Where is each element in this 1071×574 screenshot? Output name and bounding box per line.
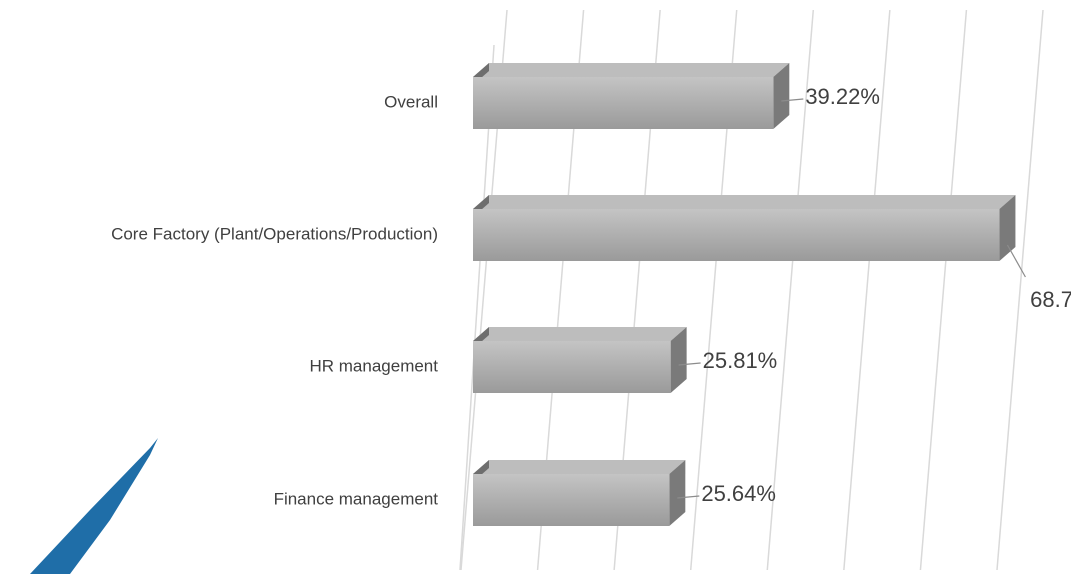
bar-top — [473, 460, 686, 474]
leader-line — [781, 98, 804, 102]
leader-line — [1006, 244, 1026, 278]
y-tick-label: HR management — [309, 356, 438, 375]
bar-top — [473, 195, 1016, 209]
grid-line — [766, 9, 815, 571]
bar — [473, 77, 774, 129]
axis-line — [459, 44, 495, 571]
bar-side — [999, 195, 1016, 261]
bar-side — [670, 327, 687, 393]
grid-line — [996, 9, 1044, 571]
grid-line — [843, 9, 891, 571]
data-label: 25.64% — [701, 481, 776, 506]
logo — [30, 438, 158, 574]
leader-line — [678, 362, 701, 366]
leader-line — [677, 495, 700, 499]
y-tick-label: Finance management — [274, 489, 439, 508]
grid-line — [919, 9, 968, 571]
bar-top — [473, 327, 687, 341]
y-tick-label: Overall — [384, 92, 438, 111]
bar-side — [669, 460, 686, 526]
bar — [473, 474, 670, 526]
y-tick-label: Core Factory (Plant/Operations/Productio… — [111, 224, 438, 243]
bar-top — [473, 63, 790, 77]
data-label: 39.22% — [805, 84, 880, 109]
bar — [473, 341, 671, 393]
bar — [473, 209, 1000, 261]
data-label: 68.75% — [1030, 287, 1071, 312]
bar-side — [773, 63, 790, 129]
data-label: 25.81% — [703, 348, 778, 373]
